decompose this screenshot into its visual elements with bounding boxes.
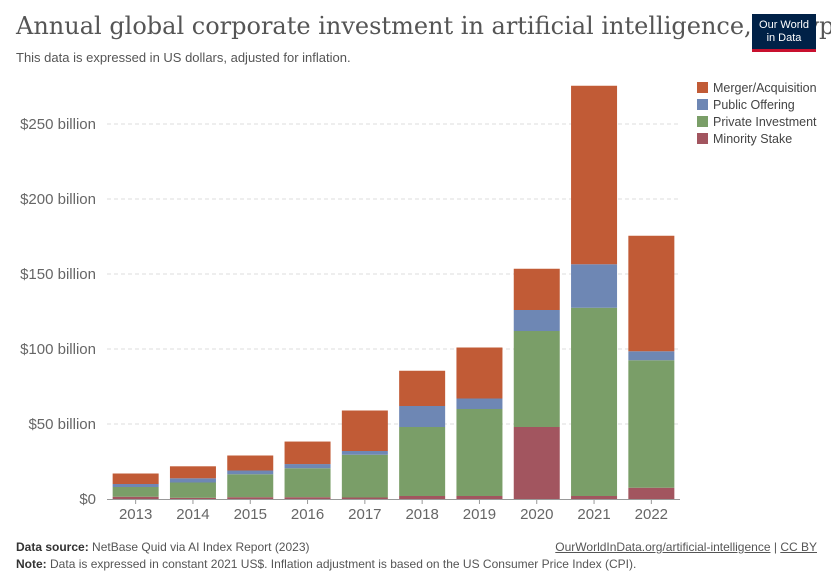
bar-segment[interactable]	[341, 454, 388, 498]
bar-segment[interactable]	[513, 427, 560, 499]
bar-segment[interactable]	[513, 331, 560, 427]
legend-label[interactable]: Minority Stake	[713, 132, 792, 146]
bar-segment[interactable]	[513, 268, 560, 310]
legend-label[interactable]: Private Investment	[713, 115, 817, 129]
chart-subtitle: This data is expressed in US dollars, ad…	[16, 50, 351, 65]
bars	[112, 85, 675, 500]
note-text: Data is expressed in constant 2021 US$. …	[50, 557, 637, 571]
x-tick-label: 2022	[635, 506, 668, 523]
bar-segment[interactable]	[341, 497, 388, 500]
bar-segment[interactable]	[112, 484, 159, 487]
chart-title: Annual global corporate investment in ar…	[16, 12, 831, 40]
legend: Merger/Acquisition Public Offering Private…	[697, 81, 817, 146]
y-axis-tick-labels: $0 $50 billion $100 billion $150 billion $20…	[20, 116, 96, 508]
bar-segment[interactable]	[169, 466, 216, 479]
bar-segment[interactable]	[628, 487, 675, 499]
y-tick-label: $100 billion	[20, 341, 96, 358]
owid-logo[interactable]: Our World in Data	[752, 14, 816, 52]
x-tick-label: 2014	[176, 506, 209, 523]
owid-link[interactable]: OurWorldInData.org/artificial-intelligen…	[555, 540, 771, 554]
note-label: Note:	[16, 557, 47, 571]
logo-line-2: in Data	[766, 32, 802, 44]
bar-segment[interactable]	[456, 496, 503, 499]
bar-segment[interactable]	[169, 478, 216, 483]
bar-segment[interactable]	[169, 497, 216, 499]
license-link[interactable]: CC BY	[780, 540, 817, 554]
bar-segment[interactable]	[112, 496, 159, 499]
bar-segment[interactable]	[456, 347, 503, 399]
legend-swatch	[697, 133, 708, 144]
bar-segment[interactable]	[628, 360, 675, 488]
x-tick-label: 2021	[577, 506, 610, 523]
bar-segment[interactable]	[284, 464, 331, 469]
link-separator: |	[773, 540, 777, 554]
x-axis: 2013 2014 2015 2016 2017 2018 2019 2020 2021 2022	[107, 499, 680, 523]
logo-accent-bar	[752, 49, 816, 52]
bar-segment[interactable]	[284, 441, 331, 465]
bar-segment[interactable]	[227, 497, 274, 499]
bar-segment[interactable]	[169, 482, 216, 498]
bar-segment[interactable]	[227, 470, 274, 475]
logo-line-1: Our World	[759, 19, 809, 31]
y-tick-label: $200 billion	[20, 191, 96, 208]
bar-segment[interactable]	[112, 473, 159, 485]
bar-segment[interactable]	[112, 487, 159, 497]
bar-segment[interactable]	[571, 496, 618, 499]
x-tick-label: 2015	[234, 506, 267, 523]
legend-swatch	[697, 116, 708, 127]
x-tick-label: 2017	[348, 506, 381, 523]
x-tick-label: 2020	[520, 506, 553, 523]
x-tick-label: 2018	[405, 506, 438, 523]
legend-label[interactable]: Public Offering	[713, 98, 795, 112]
bar-segment[interactable]	[571, 85, 618, 265]
bar-segment[interactable]	[284, 468, 331, 498]
bar-segment[interactable]	[571, 307, 618, 496]
bar-segment[interactable]	[628, 351, 675, 361]
bar-segment[interactable]	[399, 370, 446, 406]
bar-segment[interactable]	[284, 497, 331, 499]
bar-segment[interactable]	[456, 398, 503, 410]
bar-segment[interactable]	[571, 264, 618, 308]
legend-swatch	[697, 99, 708, 110]
bar-segment[interactable]	[341, 451, 388, 455]
x-tick-label: 2016	[291, 506, 324, 523]
data-source: Data source: NetBase Quid via AI Index R…	[16, 540, 310, 554]
y-tick-label: $50 billion	[28, 416, 96, 433]
bar-segment[interactable]	[399, 496, 446, 499]
y-tick-label: $0	[79, 491, 96, 508]
x-tick-label: 2019	[463, 506, 496, 523]
bar-segment[interactable]	[456, 409, 503, 496]
chart-note: Note: Data is expressed in constant 2021…	[16, 557, 636, 571]
y-tick-label: $150 billion	[20, 266, 96, 283]
bar-segment[interactable]	[628, 235, 675, 352]
y-tick-label: $250 billion	[20, 116, 96, 133]
legend-swatch	[697, 82, 708, 93]
footer-links: OurWorldInData.org/artificial-intelligen…	[555, 540, 817, 554]
bar-segment[interactable]	[341, 410, 388, 452]
data-source-text: NetBase Quid via AI Index Report (2023)	[92, 540, 310, 554]
bar-segment[interactable]	[513, 310, 560, 331]
bar-segment[interactable]	[399, 427, 446, 496]
bar-segment[interactable]	[227, 455, 274, 471]
x-tick-label: 2013	[119, 506, 152, 523]
bar-segment[interactable]	[399, 406, 446, 427]
legend-label[interactable]: Merger/Acquisition	[713, 81, 817, 95]
data-source-label: Data source:	[16, 540, 89, 554]
bar-segment[interactable]	[227, 474, 274, 498]
